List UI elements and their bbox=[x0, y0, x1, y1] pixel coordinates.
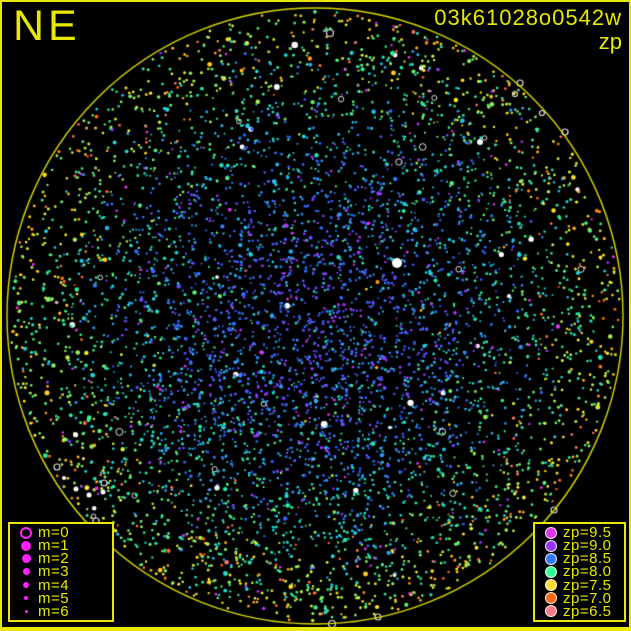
legend-label: m=6 bbox=[38, 602, 70, 620]
legend-label: m=3 bbox=[38, 563, 70, 581]
color-variable-label: zp bbox=[598, 29, 622, 54]
legend-row: zp=7.5 bbox=[539, 576, 620, 594]
legend-row: m=2 bbox=[14, 550, 108, 568]
legend-label: zp=8.5 bbox=[563, 550, 612, 568]
legend-row: m=1 bbox=[14, 537, 108, 555]
legend-label: zp=7.5 bbox=[563, 576, 612, 594]
zp65-marker-icon bbox=[539, 605, 563, 618]
legend-label: zp=9.5 bbox=[563, 524, 612, 542]
m1-marker-icon bbox=[14, 540, 38, 551]
m6-marker-icon bbox=[14, 609, 38, 613]
legend-label: m=5 bbox=[38, 589, 70, 607]
legend-row: m=0 bbox=[14, 524, 108, 542]
m4-marker-icon bbox=[14, 582, 38, 589]
zp75-marker-icon bbox=[539, 579, 563, 592]
legend-row: m=3 bbox=[14, 563, 108, 581]
zp70-marker-icon bbox=[539, 592, 563, 605]
m0-marker-icon bbox=[14, 526, 38, 539]
magnitude-size-legend: m=0 m=1 m=2 m=3 m=4 m=5 m=6 bbox=[8, 522, 114, 622]
orientation-label: NE bbox=[13, 2, 81, 50]
legend-row: m=4 bbox=[14, 576, 108, 594]
zeropoint-color-legend: zp=9.5 zp=9.0 zp=8.5 zp=8.0 zp=7.5 zp=7.… bbox=[533, 522, 626, 622]
plot-title: 03k61028o0542w bbox=[434, 5, 622, 30]
zp95-marker-icon bbox=[539, 526, 563, 539]
legend-label: zp=6.5 bbox=[563, 602, 612, 620]
legend-label: zp=7.0 bbox=[563, 589, 612, 607]
m5-marker-icon bbox=[14, 596, 38, 601]
legend-label: m=1 bbox=[38, 537, 70, 555]
legend-row: zp=9.5 bbox=[539, 524, 620, 542]
legend-row: zp=8.0 bbox=[539, 563, 620, 581]
legend-label: zp=9.0 bbox=[563, 537, 612, 555]
zp80-marker-icon bbox=[539, 565, 563, 578]
zp85-marker-icon bbox=[539, 552, 563, 565]
m3-marker-icon bbox=[14, 568, 38, 576]
legend-row: m=5 bbox=[14, 589, 108, 607]
zp90-marker-icon bbox=[539, 539, 563, 552]
legend-label: m=0 bbox=[38, 524, 70, 542]
legend-row: zp=9.0 bbox=[539, 537, 620, 555]
legend-label: m=4 bbox=[38, 576, 70, 594]
legend-label: m=2 bbox=[38, 550, 70, 568]
legend-row: zp=7.0 bbox=[539, 589, 620, 607]
legend-row: zp=6.5 bbox=[539, 602, 620, 620]
legend-row: m=6 bbox=[14, 602, 108, 620]
m2-marker-icon bbox=[14, 554, 38, 564]
legend-row: zp=8.5 bbox=[539, 550, 620, 568]
legend-label: zp=8.0 bbox=[563, 563, 612, 581]
